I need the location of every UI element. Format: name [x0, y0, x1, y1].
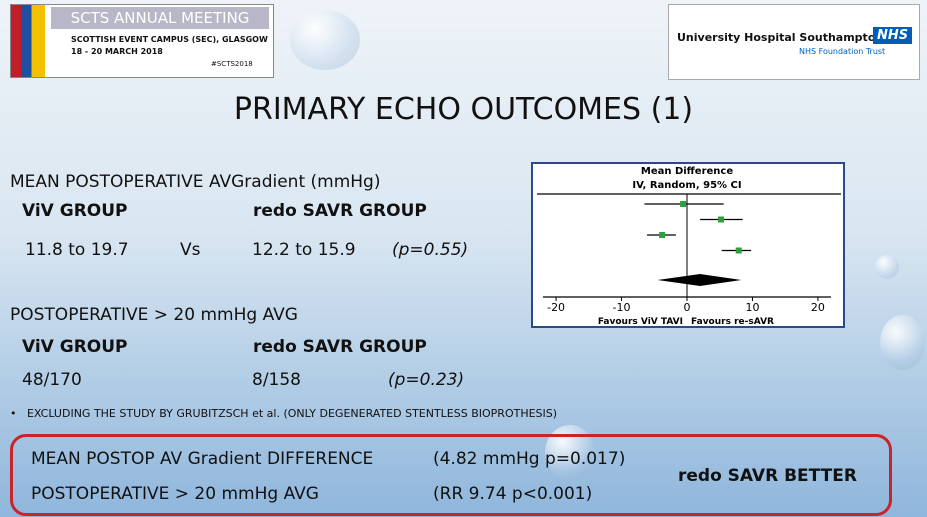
summary-box: MEAN POSTOP AV Gradient DIFFERENCE (4.82…	[10, 434, 892, 516]
group-label: redo SAVR GROUP	[253, 337, 427, 357]
hospital-trust: NHS Foundation Trust	[799, 47, 886, 56]
favours-right: Favours re-sAVR	[691, 317, 774, 327]
versus: Vs	[180, 240, 201, 260]
hospital-name: University Hospital Southampton	[677, 31, 884, 44]
conclusion: redo SAVR BETTER	[678, 466, 857, 486]
section-heading: MEAN POSTOPERATIVE AVGradient (mmHg)	[10, 172, 381, 192]
group-label: ViV GROUP	[22, 201, 128, 221]
event-title: SCTS ANNUAL MEETING	[51, 7, 269, 29]
bubble	[290, 10, 360, 70]
chart-title: Mean Difference	[641, 166, 733, 177]
value: 48/170	[22, 370, 82, 390]
x-tick-label: -10	[613, 301, 631, 314]
bubble	[880, 315, 925, 370]
section-heading: POSTOPERATIVE > 20 mmHg AVG	[10, 305, 298, 325]
x-tick-label: 20	[811, 301, 825, 314]
bubble	[875, 255, 899, 279]
summary-label: POSTOPERATIVE > 20 mmHg AVG	[31, 484, 319, 504]
event-tag: #SCTS2018	[211, 60, 253, 68]
bullet-text: EXCLUDING THE STUDY BY GRUBITZSCH et al.…	[26, 407, 558, 420]
event-logo: SCTS ANNUAL MEETING SCOTTISH EVENT CAMPU…	[10, 4, 274, 78]
summary-value: (RR 9.74 p<0.001)	[433, 484, 593, 504]
summary-value: (4.82 mmHg p=0.017)	[433, 449, 626, 469]
p-value: (p=0.55)	[392, 240, 469, 260]
estimate	[735, 247, 742, 254]
value: 8/158	[252, 370, 301, 390]
value: 11.8 to 19.7	[25, 240, 129, 260]
estimate	[718, 216, 725, 223]
slide-title: PRIMARY ECHO OUTCOMES (1)	[233, 92, 694, 127]
logo-art	[11, 5, 45, 77]
estimate	[659, 232, 666, 238]
value: 12.2 to 15.9	[252, 240, 356, 260]
x-tick-label: -20	[547, 301, 565, 314]
p-value: (p=0.23)	[388, 370, 465, 390]
bullet: • EXCLUDING THE STUDY BY GRUBITZSCH et a…	[10, 407, 558, 420]
chart-subtitle: IV, Random, 95% CI	[632, 180, 741, 191]
favours-left: Favours ViV TAVI	[598, 317, 683, 327]
event-venue: SCOTTISH EVENT CAMPUS (SEC), GLASGOW	[71, 35, 268, 44]
nhs-badge: NHS	[873, 27, 913, 44]
x-tick-label: 10	[745, 301, 759, 314]
x-tick-label: 0	[684, 301, 691, 314]
estimate	[680, 201, 687, 207]
pooled-diamond	[657, 274, 742, 286]
group-label: redo SAVR GROUP	[253, 201, 427, 221]
event-dates: 18 - 20 MARCH 2018	[71, 47, 163, 56]
hospital-logo: University Hospital Southampton NHS NHS …	[668, 4, 920, 80]
group-label: ViV GROUP	[22, 337, 128, 357]
summary-label: MEAN POSTOP AV Gradient DIFFERENCE	[31, 449, 374, 469]
forest-plot: Mean Difference IV, Random, 95% CI -20 -1…	[531, 162, 845, 328]
